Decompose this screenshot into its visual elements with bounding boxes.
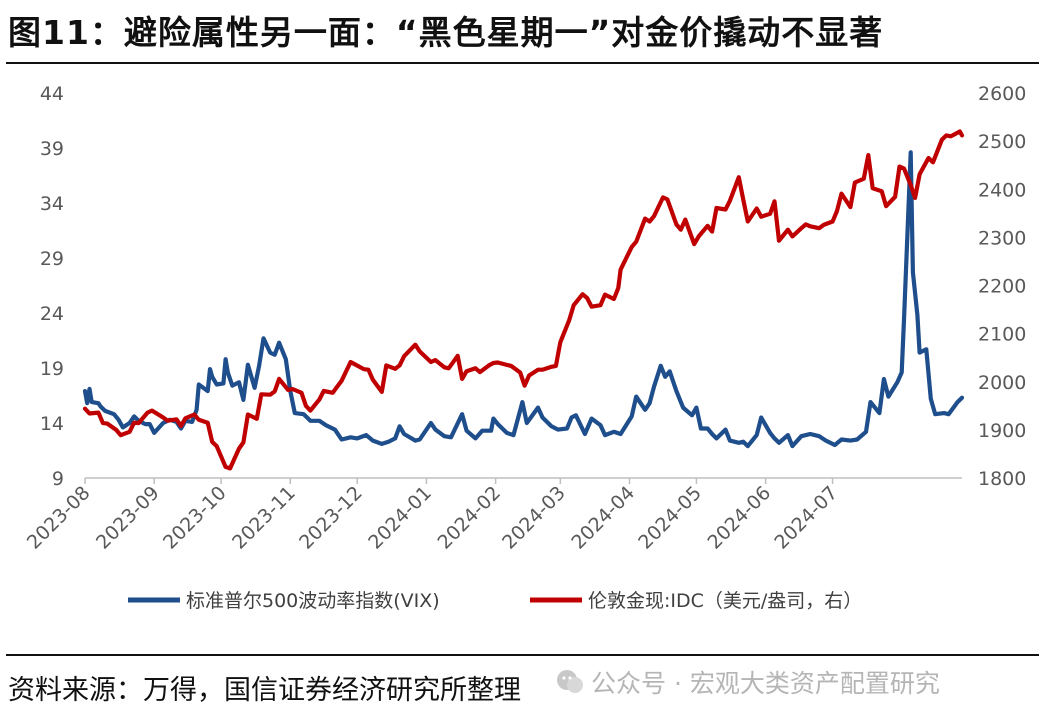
- y-left-tick-label: 14: [40, 413, 64, 435]
- y-left-tick-label: 44: [40, 83, 64, 105]
- y-left-tick-label: 24: [40, 303, 64, 325]
- y-left-tick-label: 39: [40, 138, 64, 160]
- y-right-tick-label: 2100: [978, 324, 1026, 346]
- x-tick-label: 2023-10: [159, 482, 231, 554]
- y-right-tick-label: 1800: [978, 468, 1026, 490]
- y-left-tick-label: 34: [40, 193, 64, 215]
- title-rule: [6, 62, 1039, 64]
- source-note: 资料来源：万得，国信证券经济研究所整理: [8, 675, 521, 706]
- chart-lines: [82, 129, 965, 471]
- chart-title: 图11：避险属性另一面：“黑色星期一”对金价撬动不显著: [8, 13, 884, 52]
- y-left-tick-label: 9: [52, 468, 64, 490]
- x-tick-label: 2024-01: [364, 482, 436, 554]
- y-right-tick-label: 2500: [978, 131, 1026, 153]
- line-chart: 9 14 19 24 29 34 39 44 1800 1900 2000 2100 2200 2300 2…: [23, 83, 1027, 612]
- x-tick-label: 2024-03: [498, 482, 570, 554]
- watermark-text: 公众号 · 宏观大类资产配置研究: [591, 669, 940, 698]
- x-tick-label: 2024-07: [770, 482, 842, 554]
- x-tick-label: 2023-11: [228, 482, 300, 554]
- y-left-tick-label: 19: [40, 358, 64, 380]
- vix-series-line: [82, 150, 965, 449]
- watermark: 公众号 · 宏观大类资产配置研究: [555, 664, 940, 700]
- y-right-tick-label: 2400: [978, 179, 1026, 201]
- legend-label-vix: 标准普尔500波动率指数(VIX): [186, 590, 440, 612]
- x-tick-label: 2023-08: [23, 482, 95, 554]
- chart-legend: 标准普尔500波动率指数(VIX) 伦敦金现:IDC（美元/盎司，右）: [128, 590, 862, 612]
- y-right-tick-label: 1900: [978, 420, 1026, 442]
- x-tick-label: 2024-04: [567, 482, 639, 554]
- y-right-tick-label: 2200: [978, 276, 1026, 298]
- y-right-tick-label: 2600: [978, 83, 1026, 105]
- chart-axes: 9 14 19 24 29 34 39 44 1800 1900 2000 2100 2200 2300 2…: [23, 83, 1027, 554]
- footer-rule: [6, 654, 1039, 656]
- y-right-tick-label: 2300: [978, 227, 1026, 249]
- x-tick-label: 2024-06: [703, 482, 775, 554]
- x-tick-label: 2023-09: [92, 482, 164, 554]
- x-tick-label: 2024-05: [634, 482, 706, 554]
- x-tick-label: 2024-02: [433, 482, 505, 554]
- wechat-icon: [557, 670, 583, 693]
- y-left-tick-label: 29: [40, 248, 64, 270]
- x-tick-label: 2023-12: [295, 482, 367, 554]
- legend-label-gold: 伦敦金现:IDC（美元/盎司，右）: [588, 590, 862, 612]
- gold-series-line: [82, 129, 965, 471]
- y-right-tick-label: 2000: [978, 372, 1026, 394]
